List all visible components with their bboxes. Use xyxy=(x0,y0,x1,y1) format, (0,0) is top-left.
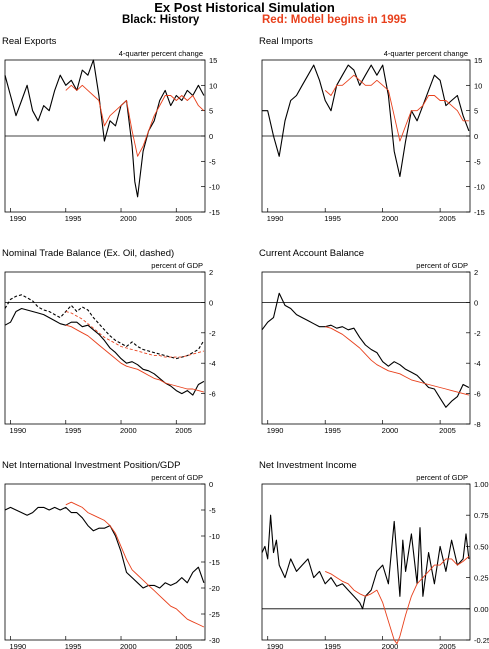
chart-2-ytick-label: 10 xyxy=(474,81,482,90)
chart-3-xtick-label: 2005 xyxy=(175,426,192,435)
chart-1-ytick-label: 0 xyxy=(209,132,213,141)
chart-5-ytick-label: -30 xyxy=(209,636,220,645)
chart-6-unit-label: percent of GDP xyxy=(416,473,468,482)
chart-3-model-line xyxy=(65,324,205,393)
chart-1-ytick-label: -10 xyxy=(209,183,220,192)
page-title: Ex Post Historical Simulation xyxy=(154,0,335,15)
chart-1-ytick-label: -15 xyxy=(209,208,220,217)
chart-4-xtick-label: 1995 xyxy=(324,426,341,435)
chart-5-history-line xyxy=(4,506,205,589)
chart-6-title: Net Investment Income xyxy=(259,460,357,471)
chart-2-xtick-label: 2000 xyxy=(382,214,399,223)
chart-2-ytick-label: -15 xyxy=(474,208,485,217)
chart-3-title: Nominal Trade Balance (Ex. Oil, dashed) xyxy=(2,248,174,259)
chart-2-ytick-label: 15 xyxy=(474,56,482,65)
chart-6-ytick-label: -0.25 xyxy=(474,636,489,645)
chart-2-xtick-label: 1990 xyxy=(267,214,284,223)
chart-1-xtick-label: 1995 xyxy=(65,214,82,223)
chart-2-unit-label: 4-quarter percent change xyxy=(384,49,468,58)
chart-5-ytick-label: -15 xyxy=(209,558,220,567)
chart-4-xtick-label: 1990 xyxy=(267,426,284,435)
chart-2-ytick-label: 0 xyxy=(474,132,478,141)
chart-4-unit-label: percent of GDP xyxy=(416,261,468,270)
chart-5-title: Net International Investment Position/GD… xyxy=(2,460,180,471)
chart-5-ytick-label: -25 xyxy=(209,610,220,619)
chart-3-ytick-label: -6 xyxy=(209,390,216,399)
chart-1-ytick-label: -5 xyxy=(209,157,216,166)
chart-2-model-line xyxy=(324,74,469,142)
chart-5-ytick-label: -20 xyxy=(209,584,220,593)
chart-3-ytick-label: -2 xyxy=(209,329,216,338)
chart-2-xtick-label: 2005 xyxy=(439,214,456,223)
chart-6-ytick-label: 0.00 xyxy=(474,605,489,614)
chart-5-ytick-label: -10 xyxy=(209,532,220,541)
chart-4-ytick-label: -8 xyxy=(474,420,481,429)
chart-4-history-line xyxy=(261,292,470,408)
chart-3-unit-label: percent of GDP xyxy=(151,261,203,270)
chart-3-xtick-label: 1990 xyxy=(10,426,27,435)
chart-4-ytick-label: -6 xyxy=(474,390,481,399)
chart-4-model-line xyxy=(325,326,470,396)
chart-3-frame xyxy=(4,271,206,425)
chart-1-unit-label: 4-quarter percent change xyxy=(119,49,203,58)
chart-3-history-dashed-line xyxy=(4,294,205,360)
chart-3-history-line xyxy=(4,307,205,396)
chart-1-history-line xyxy=(4,59,205,198)
chart-1-xtick-label: 2000 xyxy=(120,214,137,223)
chart-1-xtick-label: 2005 xyxy=(175,214,192,223)
chart-4-xtick-label: 2000 xyxy=(382,426,399,435)
chart-1-ytick-label: 10 xyxy=(209,81,217,90)
chart-5-xtick-label: 1990 xyxy=(10,642,27,649)
chart-6-xtick-label: 2000 xyxy=(382,642,399,649)
chart-6-ytick-label: 0.25 xyxy=(474,574,489,583)
chart-2-title: Real Imports xyxy=(259,36,313,47)
chart-3-xtick-label: 1995 xyxy=(65,426,82,435)
chart-4-xtick-label: 2005 xyxy=(439,426,456,435)
chart-6-ytick-label: 0.75 xyxy=(474,511,489,520)
chart-5-xtick-label: 1995 xyxy=(65,642,82,649)
chart-5-ytick-label: 0 xyxy=(209,480,213,489)
legend-history-label: Black: History xyxy=(122,14,200,26)
chart-2-ytick-label: -10 xyxy=(474,183,485,192)
chart-4-ytick-label: 0 xyxy=(474,298,478,307)
chart-5-model-line xyxy=(65,501,205,628)
chart-6-history-line xyxy=(261,514,470,610)
chart-5-xtick-label: 2000 xyxy=(120,642,137,649)
chart-6-model-line xyxy=(325,556,470,645)
chart-1-model-line xyxy=(65,84,205,157)
chart-1-xtick-label: 1990 xyxy=(10,214,27,223)
chart-6-xtick-label: 1990 xyxy=(267,642,284,649)
chart-2-ytick-label: -5 xyxy=(474,157,481,166)
chart-6-xtick-label: 2005 xyxy=(439,642,456,649)
chart-1-ytick-label: 5 xyxy=(209,107,213,116)
chart-5-xtick-label: 2005 xyxy=(175,642,192,649)
chart-4-ytick-label: -2 xyxy=(474,329,481,338)
chart-4-title: Current Account Balance xyxy=(259,248,364,259)
chart-5-ytick-label: -5 xyxy=(209,506,216,515)
chart-3-ytick-label: -4 xyxy=(209,359,216,368)
chart-3-ytick-label: 2 xyxy=(209,268,213,277)
chart-2-history-line xyxy=(262,64,470,178)
legend-model-label: Red: Model begins in 1995 xyxy=(262,14,407,26)
chart-1-ytick-label: 15 xyxy=(209,56,217,65)
chart-6-ytick-label: 1.00 xyxy=(474,480,489,489)
chart-1-title: Real Exports xyxy=(2,36,57,47)
chart-2-ytick-label: 5 xyxy=(474,107,478,116)
chart-3-xtick-label: 2000 xyxy=(120,426,137,435)
chart-6-frame xyxy=(261,483,471,641)
chart-5-frame xyxy=(4,483,206,641)
chart-5-unit-label: percent of GDP xyxy=(151,473,203,482)
chart-6-xtick-label: 1995 xyxy=(324,642,341,649)
chart-6-ytick-label: 0.50 xyxy=(474,542,489,551)
chart-3-model-dashed-line xyxy=(65,311,205,358)
chart-4-ytick-label: -4 xyxy=(474,359,481,368)
chart-2-xtick-label: 1995 xyxy=(324,214,341,223)
chart-4-frame xyxy=(261,271,471,425)
chart-3-ytick-label: 0 xyxy=(209,298,213,307)
chart-4-ytick-label: 2 xyxy=(474,268,478,277)
